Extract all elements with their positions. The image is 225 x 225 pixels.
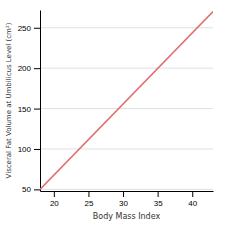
y-axis: 50 100 150 200 250 (18, 11, 41, 195)
grid-line (40, 189, 213, 190)
y-tick-mark (34, 109, 40, 110)
x-tick-mark (192, 191, 193, 197)
y-tick-label: 50 (22, 185, 31, 194)
y-tick-mark (34, 149, 40, 150)
x-tick: 40 (188, 191, 197, 208)
chart: 20 25 30 35 40 50 100 150 200 250 Body Mass Index V… (0, 0, 225, 225)
y-tick: 250 (18, 24, 40, 33)
x-tick-label: 25 (84, 199, 93, 208)
grid-line (40, 27, 213, 28)
marks (40, 12, 213, 190)
grid-line (40, 68, 213, 69)
y-tick-label: 150 (18, 105, 32, 114)
y-tick: 150 (18, 105, 40, 114)
x-tick-label: 40 (188, 199, 197, 208)
y-axis-line (40, 11, 41, 192)
x-axis-line (41, 191, 214, 192)
x-tick-label: 20 (50, 199, 59, 208)
x-tick-mark (88, 191, 89, 197)
y-tick: 50 (22, 185, 40, 194)
x-axis: 20 25 30 35 40 (41, 191, 214, 208)
y-tick-label: 200 (18, 64, 32, 73)
y-tick-label: 250 (18, 24, 32, 33)
x-tick-mark (123, 191, 124, 197)
x-axis-title: Body Mass Index (93, 212, 161, 221)
y-tick: 200 (18, 64, 40, 73)
y-tick-mark (34, 28, 40, 29)
grid-line (40, 108, 213, 109)
x-tick: 25 (84, 191, 93, 208)
y-tick: 100 (18, 145, 40, 154)
y-tick-label: 100 (18, 145, 32, 154)
x-tick: 30 (119, 191, 128, 208)
grid-line (40, 148, 213, 149)
x-tick-mark (54, 191, 55, 197)
y-axis-title: Visceral Fat Volume at Umbilicus Level (… (5, 22, 13, 178)
y-tick-mark (34, 189, 40, 190)
plot: 20 25 30 35 40 50 100 150 200 250 (18, 11, 214, 208)
x-tick-mark (158, 191, 159, 197)
data-line (40, 12, 213, 190)
y-tick-mark (34, 68, 40, 69)
x-tick-label: 35 (154, 199, 163, 208)
x-tick-label: 30 (119, 199, 128, 208)
grid (40, 28, 213, 190)
x-tick: 35 (154, 191, 163, 208)
x-tick: 20 (50, 191, 59, 208)
